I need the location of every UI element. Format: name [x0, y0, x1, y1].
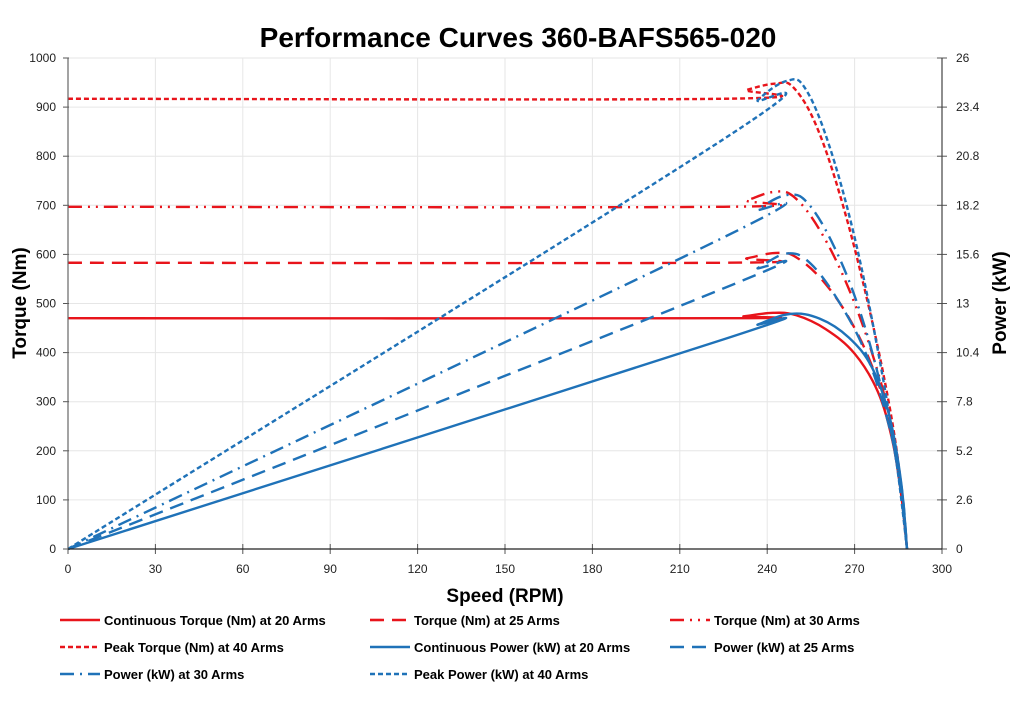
y-axis-title: Torque (Nm) [10, 247, 31, 359]
y2-tick-label: 23.4 [956, 100, 980, 114]
series-line-0 [67, 311, 909, 550]
y2-tick-label: 13 [956, 297, 970, 311]
axes [63, 57, 947, 554]
chart-title: Performance Curves 360-BAFS565-020 [260, 22, 777, 53]
legend-label: Continuous Torque (Nm) at 20 Arms [104, 613, 326, 628]
y2-tick-label: 0 [956, 542, 963, 556]
series-line-1 [67, 251, 909, 550]
legend: Continuous Torque (Nm) at 20 Arms Torque … [60, 613, 860, 682]
x-tick-label: 150 [495, 562, 515, 576]
y-tick-label: 100 [36, 493, 56, 507]
y-tick-label: 700 [36, 198, 56, 212]
legend-item: Peak Power (kW) at 40 Arms [370, 667, 588, 682]
y2-tick-label: 15.6 [956, 247, 980, 261]
x-tick-label: 0 [65, 562, 72, 576]
series-line-7 [67, 78, 909, 551]
y2-tick-label: 10.4 [956, 346, 980, 360]
series-line-4 [67, 312, 909, 551]
y2-tick-label: 5.2 [956, 444, 973, 458]
y2-tick-label: 20.8 [956, 149, 980, 163]
x-tick-label: 30 [149, 562, 163, 576]
y-tick-label: 800 [36, 149, 56, 163]
legend-item: Continuous Power (kW) at 20 Arms [370, 640, 630, 655]
y-tick-label: 500 [36, 297, 56, 311]
y2-tick-label: 7.8 [956, 395, 973, 409]
x-tick-label: 210 [670, 562, 690, 576]
legend-item: Power (kW) at 25 Arms [670, 640, 854, 655]
x-tick-label: 60 [236, 562, 250, 576]
x-tick-label: 180 [582, 562, 602, 576]
legend-label: Torque (Nm) at 30 Arms [714, 613, 860, 628]
x-tick-label: 90 [324, 562, 338, 576]
y2-tick-label: 26 [956, 51, 970, 65]
y-tick-label: 900 [36, 100, 56, 114]
series-line-5 [67, 252, 909, 551]
x-tick-label: 120 [408, 562, 428, 576]
y-tick-label: 400 [36, 346, 56, 360]
y-tick-label: 200 [36, 444, 56, 458]
legend-item: Continuous Torque (Nm) at 20 Arms [60, 613, 326, 628]
legend-label: Torque (Nm) at 25 Arms [414, 613, 560, 628]
legend-label: Peak Power (kW) at 40 Arms [414, 667, 588, 682]
y-tick-label: 1000 [29, 51, 56, 65]
series-line-6 [67, 193, 909, 551]
series-line-2 [67, 190, 909, 550]
legend-label: Power (kW) at 25 Arms [714, 640, 854, 655]
x-tick-label: 300 [932, 562, 952, 576]
y-tick-label: 300 [36, 395, 56, 409]
y-tick-label: 0 [49, 542, 56, 556]
y2-tick-label: 18.2 [956, 198, 980, 212]
legend-item: Peak Torque (Nm) at 40 Arms [60, 640, 284, 655]
y-tick-label: 600 [36, 247, 56, 261]
series-line-3 [67, 81, 909, 550]
y2-axis-title: Power (kW) [990, 251, 1011, 354]
legend-item: Power (kW) at 30 Arms [60, 667, 244, 682]
x-tick-label: 240 [757, 562, 777, 576]
x-tick-label: 270 [845, 562, 865, 576]
y2-tick-label: 2.6 [956, 493, 973, 507]
tick-labels: 0 30 60 90 120 150 180 210 240 270 300 0 100 200 300 40… [29, 51, 979, 576]
series-layer [67, 78, 909, 551]
legend-label: Power (kW) at 30 Arms [104, 667, 244, 682]
legend-label: Continuous Power (kW) at 20 Arms [414, 640, 630, 655]
legend-item: Torque (Nm) at 30 Arms [670, 613, 860, 628]
legend-label: Peak Torque (Nm) at 40 Arms [104, 640, 284, 655]
grid-lines [68, 57, 942, 549]
legend-item: Torque (Nm) at 25 Arms [370, 613, 560, 628]
x-axis-title: Speed (RPM) [446, 586, 563, 607]
